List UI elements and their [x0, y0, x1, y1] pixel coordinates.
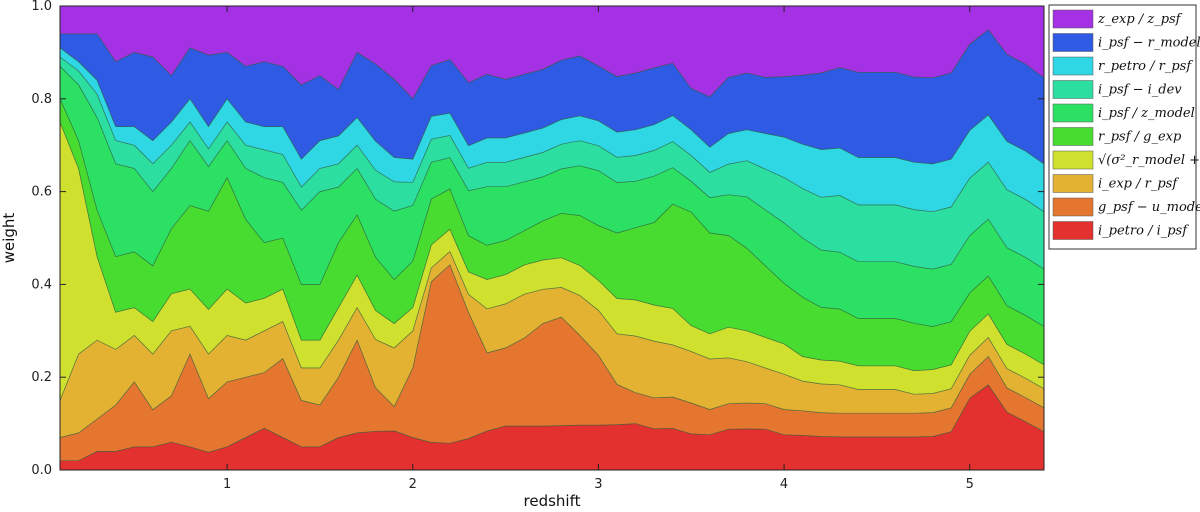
legend-entry-label: g_psf − u_model	[1098, 200, 1200, 215]
y-tick-label: 1.0	[31, 0, 52, 14]
legend-swatch	[1052, 197, 1094, 217]
x-tick-label: 2	[409, 477, 417, 492]
plot-frame	[59, 5, 1045, 471]
y-axis-label: weight	[0, 213, 18, 264]
y-tick-label: 0.8	[31, 92, 52, 107]
legend-swatch	[1052, 150, 1094, 170]
plot-area	[59, 5, 1045, 471]
legend-entry-label: i_psf − i_dev	[1098, 83, 1182, 98]
legend-swatch	[1052, 127, 1094, 146]
legend-entry-label: r_psf / g_exp	[1098, 130, 1182, 145]
y-tick-label: 0.6	[31, 185, 52, 200]
legend-entry-label: i_psf − r_model	[1098, 36, 1200, 51]
legend-swatch	[1052, 174, 1094, 193]
legend-swatch	[1052, 56, 1094, 76]
legend-entry-label: i_petro / i_psf	[1098, 224, 1189, 239]
legend-swatch	[1052, 9, 1094, 29]
x-tick-label: 5	[966, 477, 974, 492]
y-tick-label: 0.2	[31, 370, 52, 385]
x-axis: 1 2 3 4 5	[223, 6, 974, 492]
legend-entry-label: i_psf / z_model	[1098, 106, 1195, 121]
legend-entry-label: z_exp / z_psf	[1097, 12, 1183, 27]
legend-entry-label: i_exp / r_psf	[1098, 177, 1179, 192]
y-axis: 0.0 0.2 0.4 0.6 0.8 1.0	[31, 0, 1044, 478]
x-tick-label: 3	[594, 477, 602, 492]
x-tick-label: 4	[780, 477, 788, 492]
x-tick-label: 1	[223, 477, 231, 492]
legend-entry-label: r_petro / r_psf	[1098, 59, 1193, 74]
x-axis-label: redshift	[524, 492, 581, 510]
legend: z_exp / z_psf i_psf − r_model r_petro / r_…	[1048, 4, 1200, 250]
legend-swatch	[1052, 103, 1094, 123]
y-tick-label: 0.4	[31, 277, 52, 292]
legend-entry-label: √(σ²_r_model + σ²_r_dev)	[1098, 153, 1200, 168]
legend-swatch	[1052, 33, 1094, 52]
legend-swatch	[1052, 221, 1094, 240]
legend-swatch	[1052, 80, 1094, 99]
y-tick-label: 0.0	[31, 463, 52, 478]
